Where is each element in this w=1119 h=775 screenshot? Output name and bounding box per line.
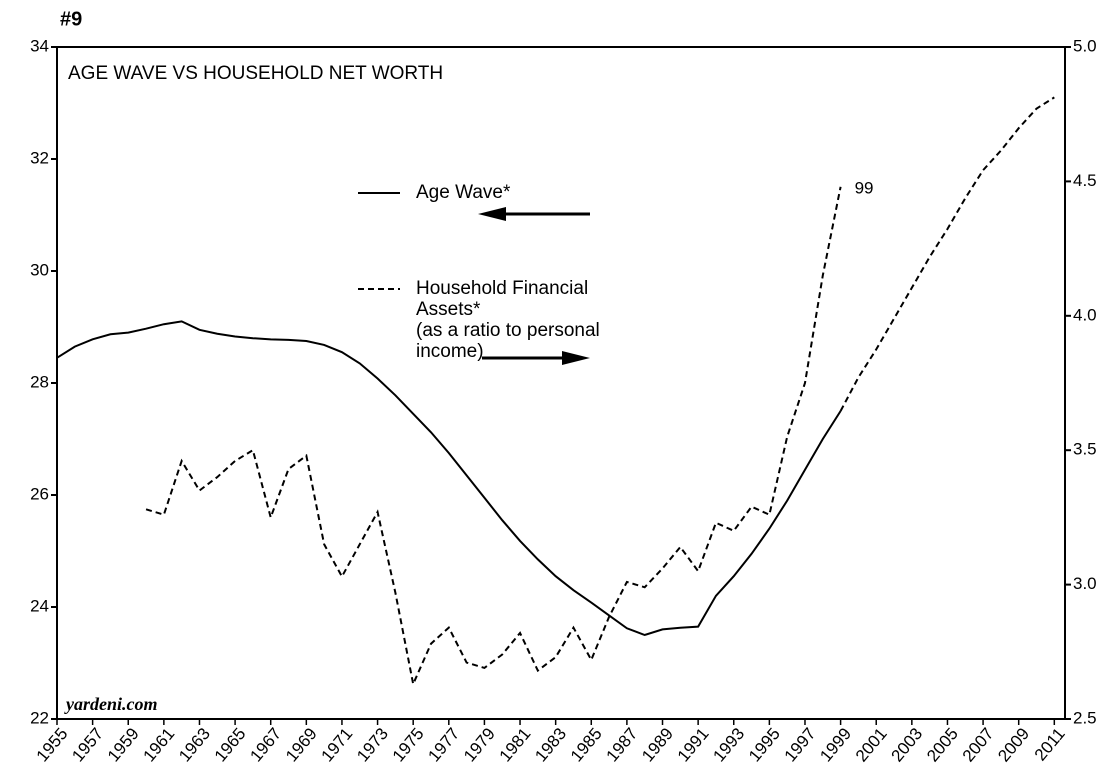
- arrow-left: [478, 207, 590, 221]
- x-tick-label: 1969: [282, 724, 321, 765]
- legend-label: Household Financial Assets* (as a ratio …: [416, 278, 656, 362]
- x-tick-label: 1961: [139, 724, 178, 765]
- x-tick-label: 1955: [33, 724, 72, 765]
- series-line: [839, 96, 1055, 412]
- y2-tick-label: 4.5: [1073, 171, 1097, 190]
- x-tick-label: 1975: [389, 724, 428, 765]
- x-tick-label: 2005: [923, 724, 962, 765]
- series-line: [56, 320, 842, 637]
- x-tick-label: 1999: [816, 724, 855, 765]
- x-tick-label: 1973: [353, 724, 392, 765]
- y-tick-label: 34: [30, 36, 49, 55]
- x-tick-label: 1959: [104, 724, 143, 765]
- legend-note: (as a ratio to personal income): [416, 320, 600, 362]
- chart-title: AGE WAVE VS HOUSEHOLD NET WORTH: [68, 63, 443, 84]
- x-tick-label: 2001: [852, 724, 891, 765]
- x-tick-label: 1983: [531, 724, 570, 765]
- x-tick-label: 2007: [959, 724, 998, 765]
- x-tick-label: 1993: [709, 724, 748, 765]
- y-tick-label: 30: [30, 260, 49, 279]
- y-tick-label: 22: [30, 708, 49, 727]
- x-tick-label: 2009: [994, 724, 1033, 765]
- y2-tick-label: 3.5: [1073, 440, 1097, 459]
- y2-tick-label: 4.0: [1073, 305, 1097, 324]
- y2-tick-label: 5.0: [1073, 36, 1097, 55]
- x-tick-label: 1981: [496, 724, 535, 765]
- x-tick-label: 1967: [246, 724, 285, 765]
- legend-label: Age Wave*: [416, 182, 511, 203]
- source: yardeni.com: [64, 694, 158, 714]
- y-tick-label: 26: [30, 484, 49, 503]
- x-tick-label: 2011: [1031, 724, 1069, 764]
- y-tick-label: 24: [30, 596, 49, 615]
- x-tick-label: 1987: [603, 724, 642, 765]
- y2-tick-label: 3.0: [1073, 574, 1097, 593]
- series-line: [145, 186, 842, 688]
- x-tick-label: 1963: [175, 724, 214, 765]
- page-label: #9: [60, 8, 82, 30]
- x-tick-label: 1977: [424, 724, 463, 765]
- annotation: 99: [855, 178, 874, 197]
- x-tick-label: 1979: [460, 724, 499, 765]
- plot-frame: [56, 46, 1066, 720]
- x-tick-label: 1989: [638, 724, 677, 765]
- x-tick-label: 1965: [211, 724, 250, 765]
- arrow-right: [482, 351, 590, 365]
- x-tick-label: 1995: [745, 724, 784, 765]
- x-tick-label: 1997: [781, 724, 820, 765]
- y2-tick-label: 2.5: [1073, 708, 1097, 727]
- y-tick-label: 28: [30, 372, 49, 391]
- x-tick-label: 1957: [68, 724, 107, 765]
- x-tick-label: 1971: [318, 724, 357, 765]
- x-tick-label: 1985: [567, 724, 606, 765]
- x-tick-label: 1991: [674, 724, 713, 765]
- y-tick-label: 32: [30, 148, 49, 167]
- x-tick-label: 2003: [887, 724, 926, 765]
- legend-name: Household Financial Assets*: [416, 278, 589, 320]
